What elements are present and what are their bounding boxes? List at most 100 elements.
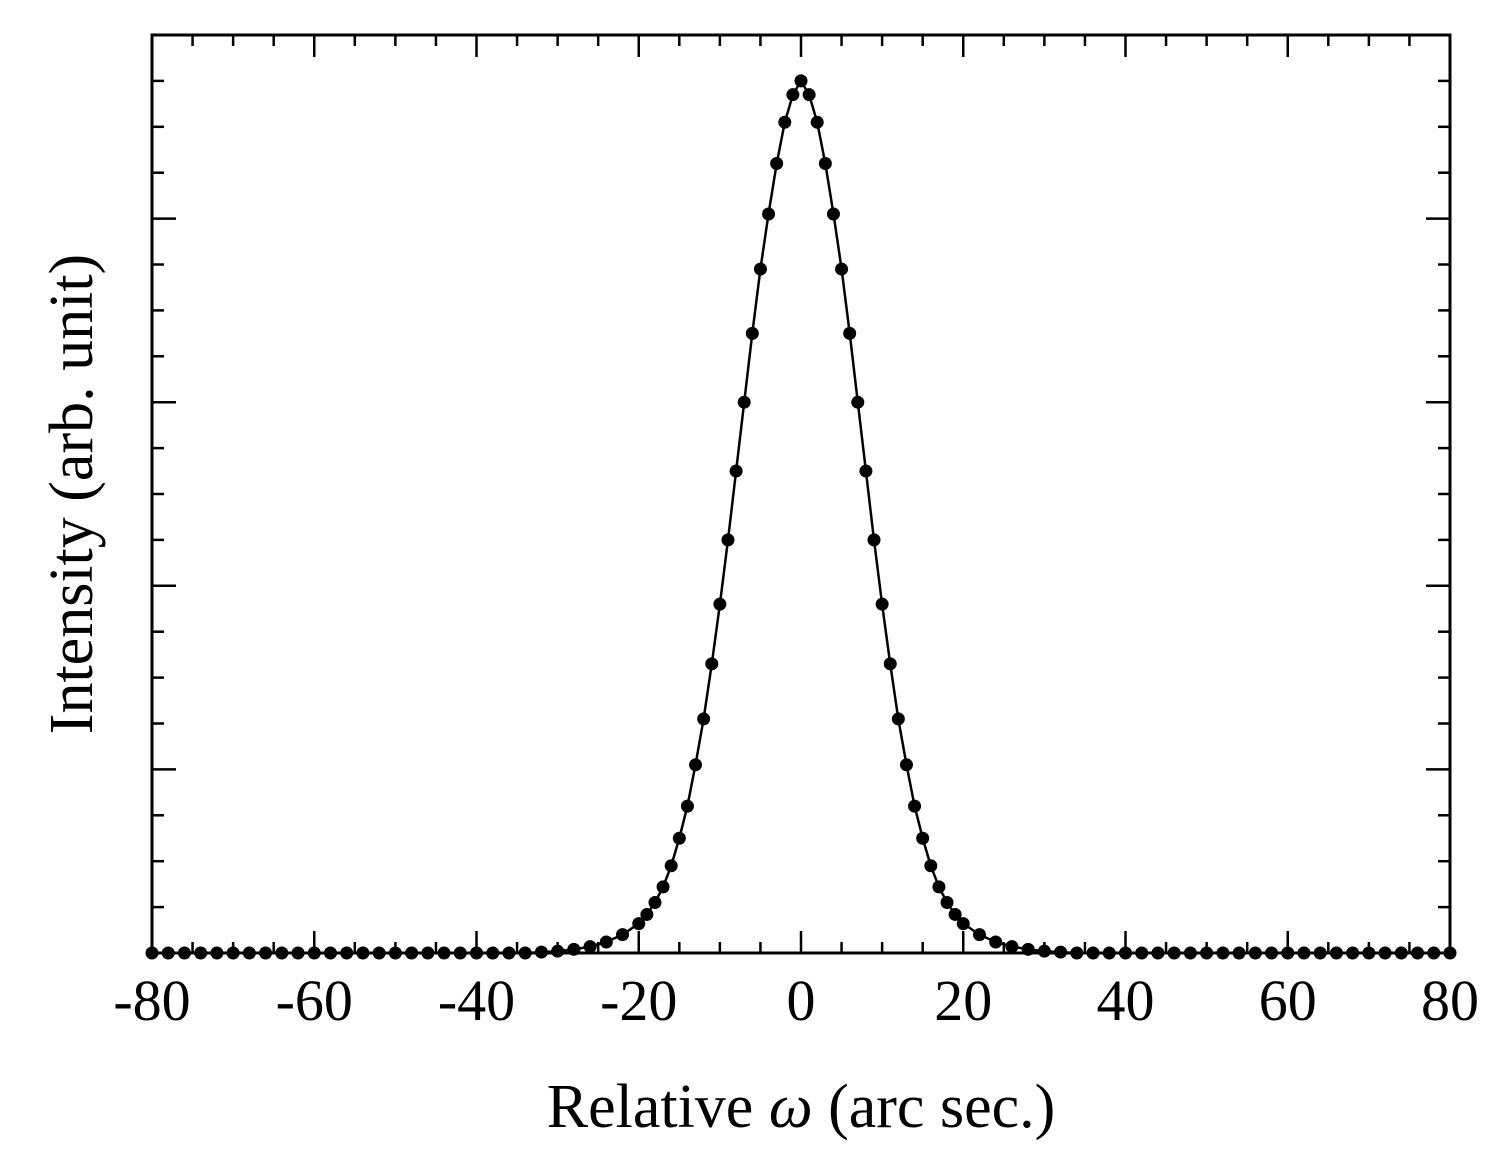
data-point [177, 946, 191, 960]
data-point [875, 597, 889, 611]
data-point [567, 942, 581, 956]
data-point [551, 944, 565, 958]
data-point [1281, 946, 1295, 960]
x-tick-label: -60 [276, 968, 353, 1033]
data-point [486, 946, 500, 960]
data-point [210, 946, 224, 960]
data-point [1265, 946, 1279, 960]
data-point [883, 657, 897, 671]
data-point [583, 940, 597, 954]
data-point [534, 945, 548, 959]
data-point [680, 799, 694, 813]
data-point [640, 907, 654, 921]
y-ticks [152, 33, 1450, 955]
x-tick-label: 40 [1097, 968, 1155, 1033]
data-point [916, 831, 930, 845]
data-point [1086, 946, 1100, 960]
data-point [835, 262, 849, 276]
data-point [1313, 946, 1327, 960]
data-point [689, 758, 703, 772]
data-point [307, 946, 321, 960]
data-point [648, 896, 662, 910]
data-point [388, 946, 402, 960]
data-point [323, 946, 337, 960]
data-point [859, 464, 873, 478]
data-point [1378, 946, 1392, 960]
data-point [1135, 946, 1149, 960]
data-point [1037, 944, 1051, 958]
x-tick-label: -40 [438, 968, 515, 1033]
data-point [242, 946, 256, 960]
x-axis-title: Relative ω (arc sec.) [547, 1073, 1056, 1141]
data-point [778, 115, 792, 129]
data-point [226, 946, 240, 960]
y-axis-title: Intensity (arb. unit) [38, 254, 106, 734]
data-point [1427, 946, 1441, 960]
data-point [770, 157, 784, 171]
data-point [867, 533, 881, 547]
data-point [1443, 946, 1457, 960]
data-point [145, 946, 159, 960]
x-tick-labels: -80 -60 -40 -20 0 20 40 60 80 [113, 968, 1479, 1033]
data-point [989, 935, 1003, 949]
x-tick-label: 60 [1259, 968, 1317, 1033]
data-point [1167, 946, 1181, 960]
data-point [810, 115, 824, 129]
data-point [437, 946, 451, 960]
data-point [1248, 946, 1262, 960]
data-point [1362, 946, 1376, 960]
data-point [1021, 942, 1035, 956]
data-point [908, 799, 922, 813]
data-point [421, 946, 435, 960]
data-point [599, 935, 613, 949]
data-point [729, 464, 743, 478]
data-point [794, 74, 808, 88]
x-tick-label: -20 [600, 968, 677, 1033]
data-point [502, 946, 516, 960]
data-point [1119, 946, 1132, 960]
data-point [786, 88, 800, 102]
data-point [924, 859, 938, 873]
data-point [697, 712, 711, 726]
data-point [1346, 946, 1360, 960]
data-point [672, 831, 686, 845]
data-point [664, 859, 678, 873]
x-axis-title-prefix: Relative [547, 1073, 769, 1141]
data-point [1054, 945, 1068, 959]
data-markers [145, 74, 1457, 960]
data-point [1329, 946, 1343, 960]
data-point [891, 712, 905, 726]
data-point [940, 896, 954, 910]
x-tick-label: 0 [787, 968, 816, 1033]
data-point [1216, 946, 1230, 960]
data-point [818, 157, 832, 171]
data-point [453, 946, 467, 960]
data-point [632, 917, 646, 931]
data-point [1232, 946, 1246, 960]
data-point [1297, 946, 1311, 960]
x-tick-label: -80 [113, 968, 190, 1033]
x-ticks [150, 35, 1452, 953]
data-point [1411, 946, 1425, 960]
data-point [616, 928, 630, 942]
data-point [275, 946, 289, 960]
fit-curve [152, 78, 1450, 955]
data-point [1070, 946, 1084, 960]
data-point [802, 88, 816, 102]
data-point [518, 946, 532, 960]
plot-area-frame [150, 33, 1452, 955]
data-point [1200, 946, 1214, 960]
data-point [291, 946, 305, 960]
data-point [826, 207, 840, 221]
data-point [705, 657, 719, 671]
data-point [356, 946, 370, 960]
data-point [1005, 940, 1019, 954]
data-point [1394, 946, 1408, 960]
data-point [972, 928, 986, 942]
data-point [340, 946, 354, 960]
x-tick-label: 20 [934, 968, 992, 1033]
data-point [1102, 946, 1116, 960]
data-point [194, 946, 208, 960]
data-point [161, 946, 175, 960]
